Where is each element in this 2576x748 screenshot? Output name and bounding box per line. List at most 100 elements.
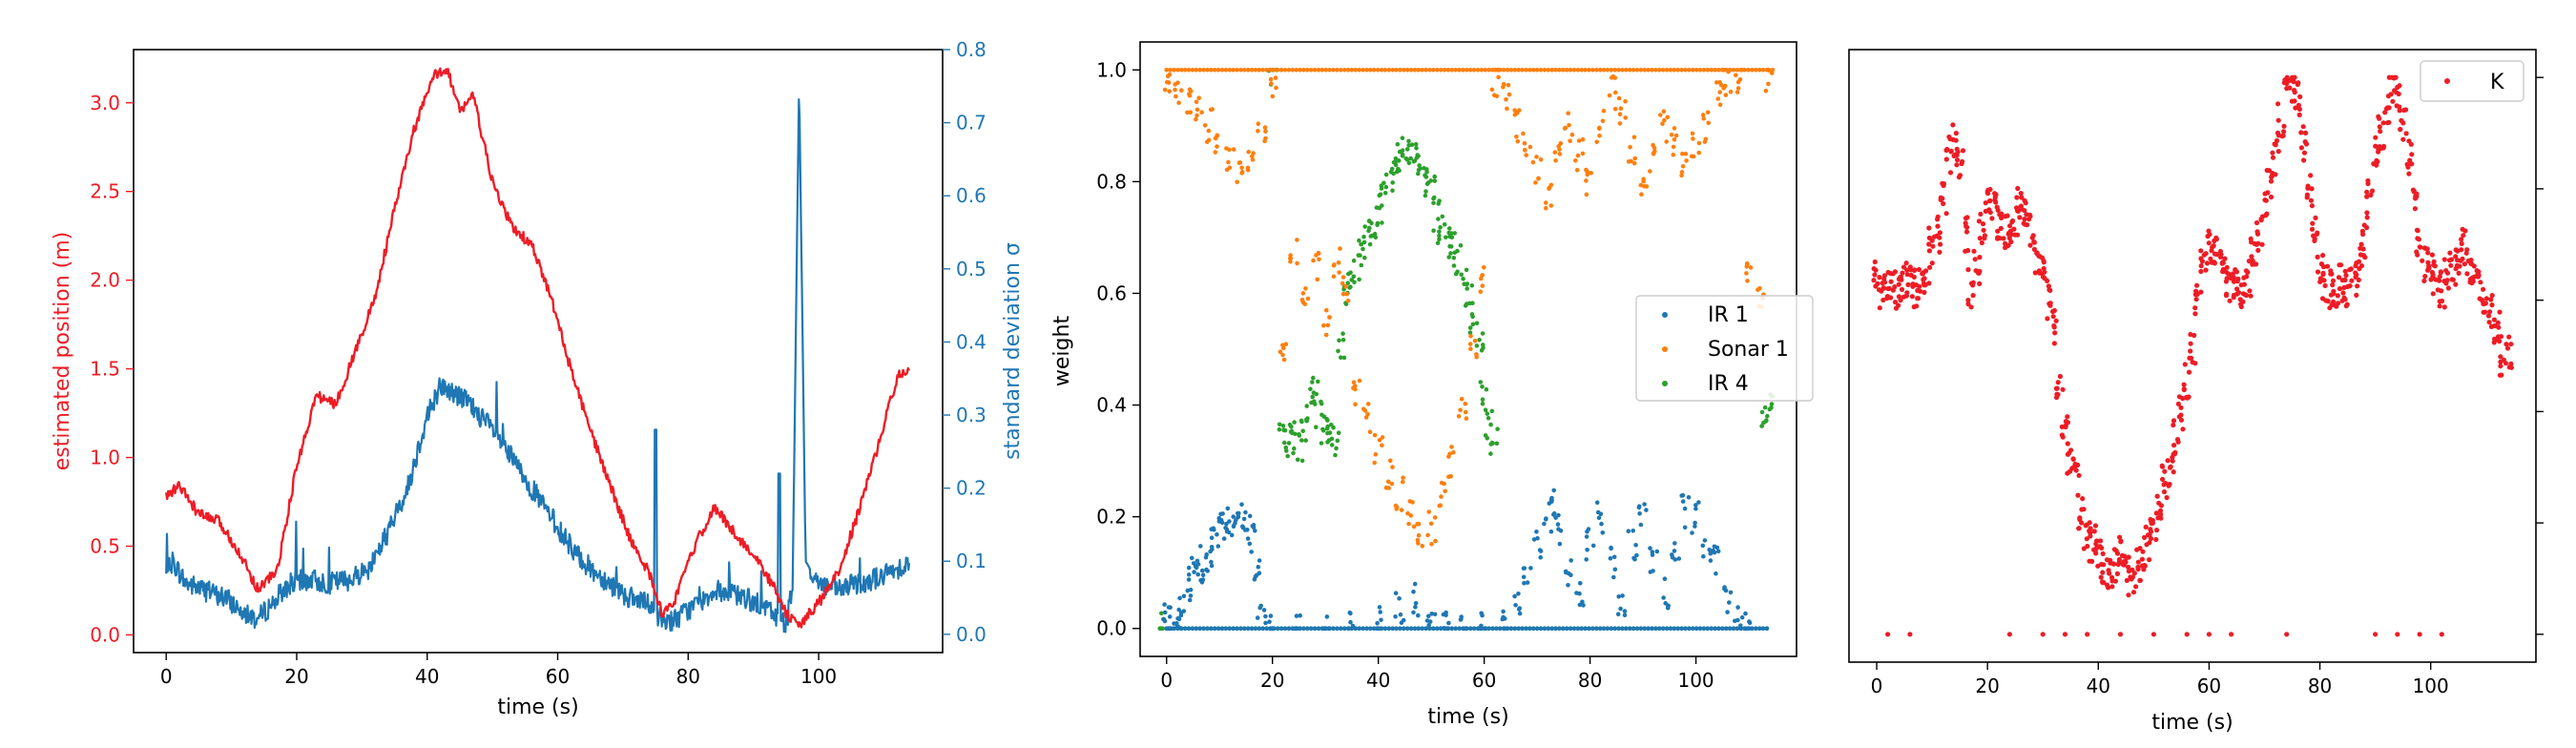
- data-point: [1633, 543, 1638, 548]
- data-point: [2342, 268, 2348, 274]
- data-point: [1534, 626, 1540, 631]
- data-point: [1270, 94, 1276, 99]
- data-point: [2093, 551, 2099, 556]
- data-point: [1343, 301, 1349, 306]
- data-point: [2498, 364, 2503, 369]
- data-point: [1215, 68, 1221, 73]
- data-point: [1404, 147, 1410, 152]
- data-point: [2300, 124, 2306, 130]
- data-point: [1479, 611, 1484, 616]
- data-point: [1995, 228, 2001, 234]
- data-point: [1735, 90, 1740, 94]
- data-point: [1361, 246, 1365, 252]
- data-point: [1335, 68, 1340, 73]
- data-point: [1581, 603, 1586, 608]
- data-point: [2124, 555, 2129, 561]
- data-point: [1488, 422, 1493, 427]
- data-point: [1208, 549, 1213, 554]
- data-point: [2224, 276, 2230, 281]
- data-point: [1461, 276, 1465, 281]
- data-point: [1200, 572, 1206, 578]
- data-point: [1471, 68, 1477, 73]
- data-point: [1506, 82, 1511, 88]
- data-point: [1671, 144, 1676, 150]
- data-point: [1339, 626, 1343, 631]
- data-point: [2031, 246, 2037, 252]
- data-point: [1622, 609, 1628, 613]
- data-point: [1896, 281, 1901, 287]
- data-point: [1390, 626, 1395, 631]
- data-point: [1484, 386, 1489, 392]
- data-point: [1359, 241, 1363, 247]
- data-point: [1638, 182, 1644, 188]
- data-point: [1263, 620, 1268, 626]
- data-point: [1579, 626, 1584, 631]
- data-point: [1325, 322, 1331, 328]
- data-point: [2254, 241, 2259, 247]
- data-point: [1215, 626, 1221, 631]
- data-point: [1715, 96, 1721, 101]
- data-point: [1364, 626, 1369, 631]
- data-point: [1176, 616, 1182, 622]
- data-point: [1253, 68, 1258, 73]
- data-point: [1954, 157, 1961, 163]
- data-point: [1638, 626, 1644, 631]
- data-point: [1881, 280, 1888, 285]
- data-point: [1907, 264, 1913, 270]
- data-point: [2308, 173, 2314, 178]
- data-point: [2284, 74, 2290, 80]
- data-point: [2461, 233, 2466, 239]
- data-point: [1693, 524, 1697, 529]
- data-point: [2157, 508, 2164, 513]
- data-point: [1488, 451, 1493, 456]
- data-point: [1288, 256, 1294, 261]
- data-point: [1440, 214, 1445, 219]
- data-point: [1316, 68, 1321, 73]
- data-point: [1458, 242, 1464, 248]
- data-point: [1566, 583, 1570, 588]
- data-point: [1744, 264, 1750, 269]
- data-point: [1443, 488, 1447, 494]
- data-point: [1723, 93, 1729, 97]
- data-point: [1872, 259, 1878, 265]
- data-point: [1432, 178, 1438, 183]
- data-point: [2231, 279, 2236, 284]
- data-point: [1178, 610, 1184, 615]
- y-tick-label-left: 2.0: [90, 269, 120, 292]
- data-point: [2218, 252, 2224, 258]
- data-point: [1231, 514, 1236, 519]
- data-point: [2441, 304, 2447, 310]
- data-point: [2301, 150, 2308, 156]
- data-point: [1255, 615, 1260, 620]
- data-point: [2182, 362, 2188, 367]
- data-point: [1977, 268, 1983, 274]
- data-point: [1478, 289, 1484, 295]
- data-point: [1479, 348, 1485, 353]
- data-point: [2304, 192, 2310, 197]
- data-point: [1221, 536, 1227, 541]
- data-point: [1590, 543, 1596, 549]
- data-point: [1617, 121, 1623, 126]
- data-point: [1524, 153, 1528, 157]
- data-point: [2088, 533, 2093, 539]
- data-point: [1653, 626, 1658, 631]
- data-point: [1281, 357, 1287, 363]
- data-point: [1731, 626, 1736, 631]
- data-point: [1446, 454, 1451, 459]
- data-point: [2247, 288, 2253, 294]
- data-point: [2459, 247, 2464, 253]
- data-point: [1333, 452, 1338, 458]
- data-point: [1492, 68, 1498, 73]
- data-point: [1427, 619, 1433, 624]
- data-point: [1408, 156, 1413, 161]
- data-point: [2189, 355, 2194, 361]
- data-point: [2213, 237, 2219, 242]
- data-point: [1278, 626, 1284, 631]
- data-point: [2055, 380, 2061, 385]
- data-point: [1396, 158, 1402, 163]
- data-point: [2065, 441, 2070, 447]
- data-point: [1544, 205, 1548, 211]
- data-point: [2269, 175, 2275, 180]
- data-point: [1605, 626, 1610, 631]
